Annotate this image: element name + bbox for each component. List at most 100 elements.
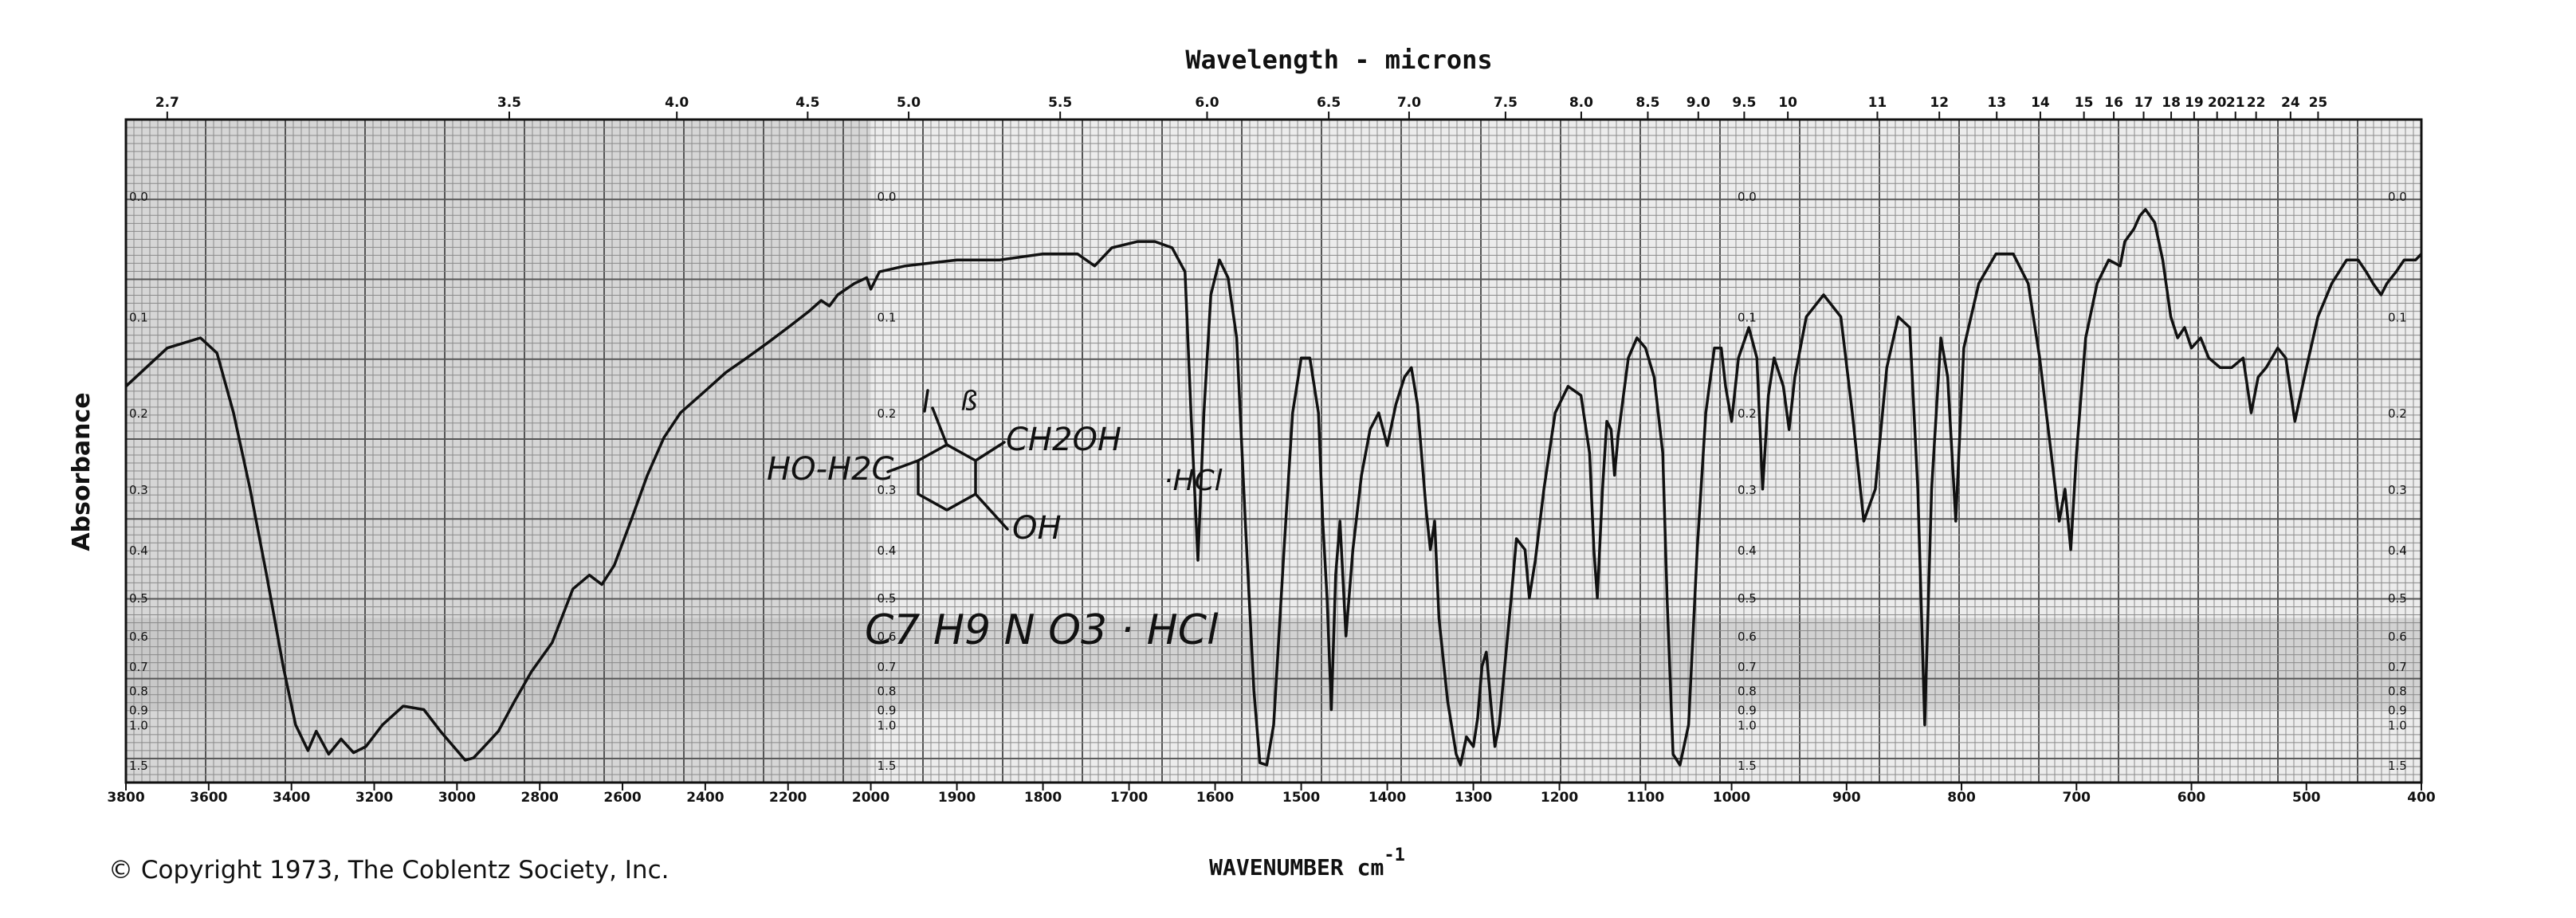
absorbance-label: 0.9 [2388, 703, 2407, 717]
bottom-tick-label: 400 [2407, 790, 2436, 806]
absorbance-label: 1.0 [1738, 719, 1757, 733]
absorbance-label: 0.0 [2388, 190, 2407, 204]
group-right: CH2OH [1006, 422, 1121, 458]
absorbance-label: 1.0 [878, 719, 897, 733]
bottom-tick-label: 1900 [938, 790, 976, 806]
top-tick-label: 4.5 [795, 95, 819, 111]
y-axis-label: Absorbance [68, 392, 96, 551]
absorbance-label: 0.4 [1738, 543, 1757, 558]
x-axis-label-text: WAVENUMBER cm [1209, 854, 1384, 881]
absorbance-label: 0.4 [2388, 543, 2407, 558]
bottom-tick-label: 3000 [438, 790, 476, 806]
absorbance-label: 0.1 [1738, 311, 1757, 325]
bottom-tick-label: 1400 [1368, 790, 1406, 806]
top-tick-label: 7.5 [1494, 95, 1518, 111]
top-tick-label: 9.0 [1687, 95, 1710, 111]
bottom-tick-label: 2000 [852, 790, 889, 806]
bottom-tick-label: 1000 [1713, 790, 1750, 806]
top-tick-label: 16 [2104, 95, 2123, 111]
bottom-tick-label: 3800 [107, 790, 144, 806]
bottom-tick-label: 600 [2177, 790, 2206, 806]
top-tick-label: 4.0 [665, 95, 689, 111]
top-tick-label: 2.7 [155, 95, 179, 111]
top-tick-label: 6.0 [1195, 95, 1219, 111]
top-tick-label: 11 [1868, 95, 1887, 111]
absorbance-label: 0.8 [2388, 684, 2407, 698]
bottom-tick-label: 1700 [1110, 790, 1148, 806]
bond-top [931, 406, 948, 446]
absorbance-label: 1.0 [129, 719, 148, 733]
top-tick-label: 6.5 [1317, 95, 1341, 111]
absorbance-label: 0.0 [129, 190, 148, 204]
top-tick-label: 9.5 [1732, 95, 1756, 111]
absorbance-label: 0.6 [129, 630, 148, 644]
absorbance-label: 0.6 [2388, 630, 2407, 644]
absorbance-label: 1.5 [129, 759, 148, 773]
absorbance-label: 0.9 [1738, 703, 1757, 717]
absorbance-label: 0.3 [1738, 483, 1757, 497]
absorbance-label: 0.1 [2388, 311, 2407, 325]
absorbance-label: 1.5 [2388, 759, 2407, 773]
absorbance-label: 0.5 [129, 591, 148, 606]
absorbance-label: 0.8 [1738, 684, 1757, 698]
group-left: HO-H2C [767, 451, 894, 488]
absorbance-scale-labels: 0.0 0.1 0.2 0.3 0.4 0.5 0.6 0.7 0.8 0.9 1.0 1.5 0.0 0… [129, 190, 2407, 773]
top-tick-label: 7.0 [1397, 95, 1421, 111]
series-line [124, 208, 2423, 767]
top-tick-label: 3.5 [497, 95, 521, 111]
bottom-tick-label: 2800 [521, 790, 559, 806]
bottom-tick-label: 1500 [1282, 790, 1320, 806]
formula-annotation: C7 H9 N O3 · HCl [865, 606, 1219, 654]
absorbance-label: 0.2 [878, 406, 897, 421]
bond-oh [974, 492, 1009, 531]
absorbance-label: 0.7 [129, 660, 148, 674]
absorbance-label: 0.7 [1738, 660, 1757, 674]
top-tick-label: 8.5 [1636, 95, 1659, 111]
bottom-tick-label: 1100 [1627, 790, 1664, 806]
top-tick-label: 22 [2247, 95, 2266, 111]
absorbance-label: 0.5 [2388, 591, 2407, 606]
group-oh: OH [1012, 510, 1062, 547]
absorbance-label: 0.9 [878, 703, 897, 717]
bottom-tick-label: 3600 [190, 790, 227, 806]
bottom-tick-label: 2600 [603, 790, 641, 806]
absorbance-label: 0.5 [878, 591, 897, 606]
absorbance-label: 0.4 [878, 543, 897, 558]
absorbance-label: 0.3 [878, 483, 897, 497]
bottom-tick-label: 900 [1832, 790, 1861, 806]
top-tick-label: 8.0 [1569, 95, 1593, 111]
x-axis-label: WAVENUMBER cm-1 [1209, 845, 1405, 881]
top-tick-label: 21 [2226, 95, 2245, 111]
bottom-tick-label: 1300 [1455, 790, 1492, 806]
side-annotation: ·HCl [1164, 465, 1223, 497]
top-tick-label: 25 [2309, 95, 2328, 111]
absorbance-label: 0.6 [1738, 630, 1757, 644]
absorbance-label: 0.3 [129, 483, 148, 497]
absorbance-label: 0.5 [1738, 591, 1757, 606]
x-axis-label-sup: -1 [1384, 845, 1405, 865]
bottom-tick-label: 2400 [686, 790, 724, 806]
absorbance-label: 1.5 [1738, 759, 1757, 773]
bond-top-tick [923, 389, 929, 413]
absorbance-label: 0.0 [1738, 190, 1757, 204]
absorbance-label: 0.2 [2388, 406, 2407, 421]
top-tick-label: 13 [1987, 95, 2006, 111]
absorbance-label: 1.5 [878, 759, 897, 773]
bond-right [974, 441, 1006, 462]
bottom-tick-label: 3400 [273, 790, 310, 806]
bottom-wavenumber-ticks: 3800 3600 3400 3200 3000 2800 2600 2400 2200 2000… [107, 783, 2436, 806]
bottom-tick-label: 1600 [1196, 790, 1234, 806]
absorbance-label: 0.2 [129, 406, 148, 421]
top-tick-label: 19 [2185, 95, 2204, 111]
absorbance-label: 0.6 [878, 630, 897, 644]
bottom-tick-label: 1200 [1541, 790, 1578, 806]
bottom-tick-label: 3200 [355, 790, 393, 806]
absorbance-label: 1.0 [2388, 719, 2407, 733]
absorbance-label: 0.8 [878, 684, 897, 698]
bottom-tick-label: 700 [2063, 790, 2091, 806]
top-tick-label: 5.5 [1048, 95, 1072, 111]
top-mark: ß [960, 386, 977, 418]
absorbance-label: 0.8 [129, 684, 148, 698]
top-tick-label: 12 [1930, 95, 1949, 111]
top-tick-label: 14 [2031, 95, 2050, 111]
